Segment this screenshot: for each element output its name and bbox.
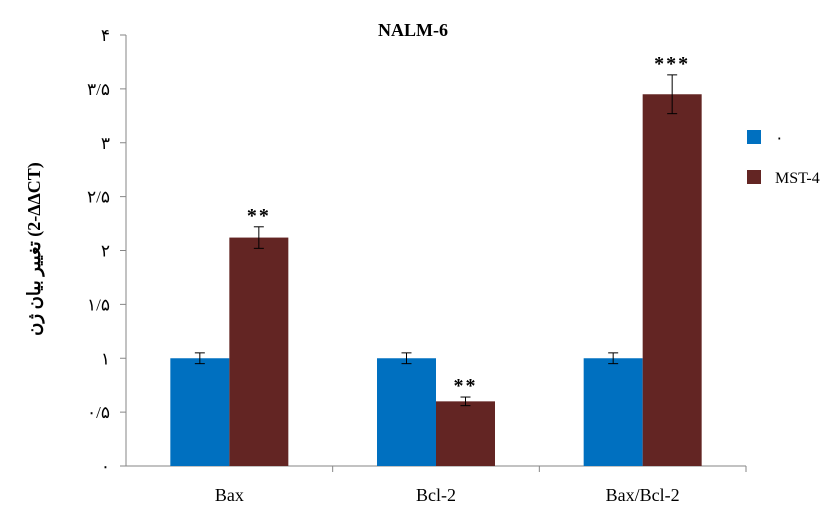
- x-tick-label: Bax/Bcl-2: [606, 485, 680, 505]
- legend-swatch: [747, 130, 761, 144]
- y-tick-label: ۳/۵: [87, 80, 110, 99]
- y-tick-label: ۱: [101, 349, 110, 368]
- y-tick-label: ۲: [101, 242, 110, 261]
- y-tick-label: ۴: [101, 26, 110, 45]
- bars: *******: [170, 53, 702, 466]
- legend: ۰ MST-4: [747, 130, 820, 187]
- x-tick-label: Bax: [215, 485, 244, 505]
- legend-label: ۰: [775, 130, 784, 147]
- y-tick-label: ۳: [101, 134, 110, 153]
- bar: [436, 401, 495, 466]
- y-tick-label: ۰: [101, 457, 110, 476]
- y-tick-label: ۲/۵: [87, 188, 110, 207]
- chart-title: NALM-6: [378, 20, 448, 40]
- legend-swatch: [747, 170, 761, 184]
- significance-label: **: [454, 375, 478, 397]
- bar: [642, 94, 702, 466]
- y-tick-label: ۰/۵: [87, 403, 110, 422]
- x-tick-label: Bcl-2: [416, 485, 456, 505]
- bar: [377, 358, 436, 466]
- bar: [229, 237, 289, 466]
- significance-label: ***: [654, 53, 690, 75]
- y-tick-label: ۱/۵: [87, 295, 110, 314]
- y-axis-label: تغییر بیان ژن (2-ΔΔCT): [24, 162, 45, 336]
- significance-label: **: [247, 205, 271, 227]
- bar: [583, 358, 643, 466]
- bar: [170, 358, 230, 466]
- axes: ۰ ۰/۵ ۱ ۱/۵ ۲ ۲/۵ ۳ ۳/۵ ۴ Bax Bcl-2 Bax/Bcl-2: [87, 26, 747, 505]
- legend-label: MST-4: [775, 170, 820, 187]
